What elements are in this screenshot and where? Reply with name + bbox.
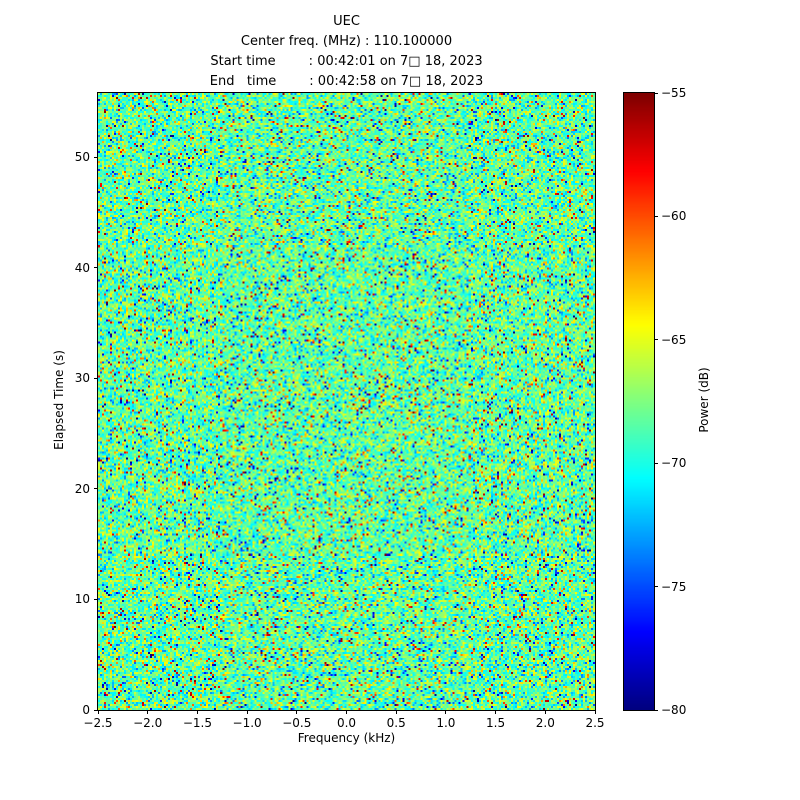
- y-tick-mark: [94, 377, 98, 379]
- subtitle-start-time: Start time : 00:42:01 on 7□ 18, 2023: [210, 54, 483, 69]
- x-tick-mark: [346, 710, 347, 714]
- y-tick-mark: [94, 267, 98, 269]
- x-tick-mark: [495, 710, 497, 714]
- y-tick-label: 0: [82, 703, 90, 717]
- colorbar-tick-label: −55: [661, 86, 687, 100]
- x-tick-label: −1.0: [232, 716, 262, 730]
- y-axis-label: Elapsed Time (s): [52, 350, 66, 450]
- subtitle-end-time: End time : 00:42:58 on 7□ 18, 2023: [209, 74, 484, 89]
- colorbar-tick-label: −75: [661, 579, 687, 594]
- x-tick-mark: [544, 710, 546, 714]
- x-tick-label: 2.0: [535, 716, 555, 730]
- x-tick-mark: [296, 710, 298, 714]
- colorbar-tick-mark: [654, 339, 658, 341]
- spectrogram-heatmap: [98, 93, 595, 710]
- x-tick-mark: [246, 710, 248, 714]
- y-tick-label: 30: [74, 371, 90, 386]
- x-tick-label: −2.0: [133, 716, 163, 730]
- y-tick-label: 10: [74, 592, 90, 607]
- x-tick-mark: [97, 710, 99, 714]
- subtitle-center-freq: Center freq. (MHz) : 110.100000: [240, 34, 453, 49]
- y-tick-label: 20: [74, 481, 90, 496]
- colorbar-tick-mark: [654, 709, 658, 711]
- colorbar-tick-mark: [654, 215, 658, 217]
- colorbar-tick-mark: [654, 586, 658, 588]
- colorbar-tick-label: −80: [661, 703, 687, 717]
- colorbar-tick-mark: [654, 462, 658, 464]
- x-tick-mark: [395, 710, 397, 714]
- plot-area: −2.5 −2.0 −1.5 −1.0 −0.5 0.0 0.5 1.0 1.5 2.0 2.5 0 1…: [75, 92, 605, 730]
- colorbar-tick-label: −60: [661, 209, 687, 224]
- colorbar-tick-label: −65: [661, 332, 687, 347]
- x-tick-mark: [147, 710, 149, 714]
- chart-title: UEC: [333, 14, 360, 29]
- x-tick-mark: [445, 710, 447, 714]
- x-tick-label: 2.5: [585, 716, 605, 730]
- colorbar-tick-label: −70: [661, 456, 687, 471]
- y-tick-mark: [94, 709, 98, 711]
- x-tick-mark: [196, 710, 198, 714]
- colorbar-gradient: [624, 93, 654, 710]
- x-axis-label: Frequency (kHz): [297, 731, 396, 745]
- y-tick-mark: [94, 156, 98, 158]
- x-tick-label: 1.5: [486, 716, 506, 730]
- x-tick-mark: [594, 710, 596, 714]
- x-tick-label: −2.5: [83, 716, 113, 730]
- colorbar-tick-mark: [654, 92, 658, 94]
- x-tick-label: 0.5: [386, 716, 406, 730]
- x-tick-label: 0.0: [336, 716, 357, 730]
- colorbar: −55 −60 −65 −70 −75 −80: [623, 86, 686, 717]
- colorbar-label: Power (dB): [697, 367, 711, 433]
- y-tick-label: 50: [74, 150, 90, 165]
- y-tick-label: 40: [74, 260, 90, 275]
- x-tick-label: −0.5: [282, 716, 312, 730]
- y-tick-mark: [94, 488, 98, 490]
- x-tick-label: 1.0: [436, 716, 456, 730]
- y-tick-mark: [94, 598, 98, 600]
- title-block: UEC Center freq. (MHz) : 110.100000 Star…: [97, 12, 596, 92]
- x-tick-label: −1.5: [182, 716, 212, 730]
